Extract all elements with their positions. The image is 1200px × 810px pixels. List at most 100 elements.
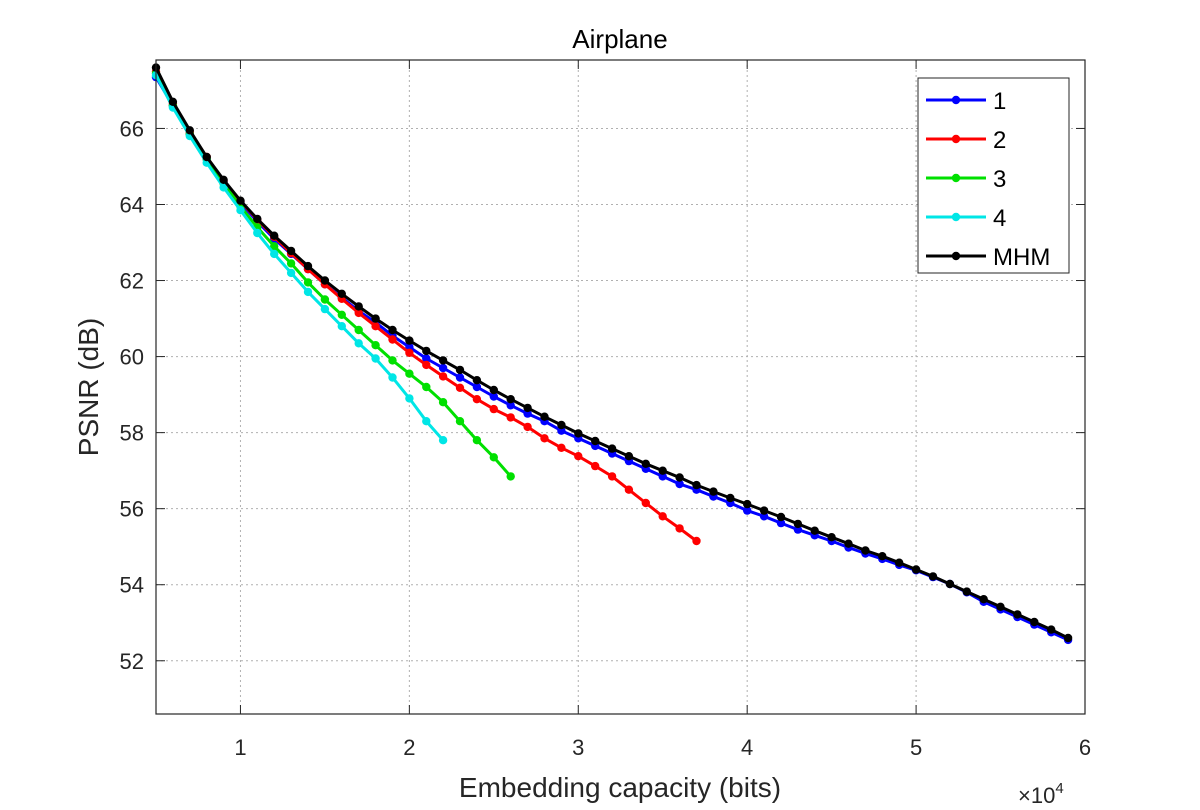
x-tick-label: 6 bbox=[1079, 735, 1091, 760]
y-tick-label: 52 bbox=[120, 649, 144, 674]
data-point-4 bbox=[371, 354, 380, 363]
data-point-mhm bbox=[692, 480, 701, 490]
data-point-mhm bbox=[911, 565, 921, 574]
x-tick-label: 1 bbox=[234, 735, 246, 760]
data-point-2 bbox=[405, 348, 414, 357]
data-point-2 bbox=[422, 360, 431, 370]
data-point-mhm bbox=[709, 487, 718, 496]
legend-swatch-marker bbox=[951, 251, 961, 261]
data-point-3 bbox=[422, 382, 431, 392]
y-axis-label: PSNR (dB) bbox=[73, 318, 104, 456]
x-axis-multiplier-exponent: 4 bbox=[1055, 780, 1063, 797]
legend-label: 1 bbox=[993, 88, 1006, 115]
data-point-mhm bbox=[928, 572, 938, 581]
data-point-mhm bbox=[236, 196, 245, 205]
data-point-3 bbox=[371, 341, 380, 350]
y-tick-label: 66 bbox=[120, 116, 144, 141]
data-point-mhm bbox=[489, 385, 498, 395]
data-point-1 bbox=[422, 354, 431, 363]
data-point-mhm bbox=[827, 533, 836, 542]
data-point-mhm bbox=[591, 436, 600, 446]
data-point-3 bbox=[303, 278, 313, 287]
data-point-2 bbox=[438, 372, 448, 381]
data-point-mhm bbox=[895, 558, 904, 567]
x-axis-multiplier: ×104 bbox=[1018, 780, 1064, 808]
data-point-2 bbox=[658, 512, 667, 521]
data-point-4 bbox=[388, 373, 397, 382]
data-point-mhm bbox=[253, 214, 262, 224]
data-point-mhm bbox=[388, 325, 397, 335]
data-point-2 bbox=[472, 395, 482, 404]
data-point-mhm bbox=[523, 403, 532, 413]
data-point-mhm bbox=[793, 519, 803, 529]
data-point-mhm bbox=[303, 261, 313, 271]
data-point-3 bbox=[337, 310, 346, 319]
data-point-4 bbox=[219, 183, 228, 192]
series-line-3 bbox=[154, 72, 512, 478]
data-point-3 bbox=[489, 453, 498, 462]
legend-item-4: 4 bbox=[926, 205, 1006, 232]
data-point-mhm bbox=[945, 579, 955, 589]
data-point-2 bbox=[455, 383, 465, 392]
data-point-4 bbox=[422, 417, 431, 426]
data-point-mhm bbox=[759, 506, 769, 515]
data-point-4 bbox=[354, 339, 363, 348]
data-point-4 bbox=[253, 228, 262, 238]
data-point-mhm bbox=[557, 420, 566, 430]
data-point-3 bbox=[388, 356, 397, 365]
series-mhm bbox=[151, 63, 1073, 643]
data-point-mhm bbox=[658, 466, 667, 475]
chart-title: Airplane bbox=[572, 24, 667, 54]
data-point-mhm bbox=[1047, 625, 1056, 634]
legend-swatch-marker bbox=[951, 134, 961, 144]
y-tick-label: 64 bbox=[120, 192, 144, 217]
data-point-mhm bbox=[641, 459, 650, 468]
data-point-mhm bbox=[472, 376, 482, 385]
legend-label: MHM bbox=[993, 244, 1050, 271]
data-point-mhm bbox=[168, 97, 178, 107]
data-point-3 bbox=[455, 417, 465, 426]
data-point-mhm bbox=[320, 276, 330, 285]
legend-label: 3 bbox=[993, 166, 1006, 193]
data-point-mhm bbox=[219, 175, 228, 184]
data-point-mhm bbox=[422, 346, 431, 356]
data-point-mhm bbox=[1013, 610, 1022, 619]
x-tick-label: 2 bbox=[403, 735, 415, 760]
data-point-4 bbox=[405, 394, 414, 403]
data-point-2 bbox=[540, 434, 549, 443]
data-point-2 bbox=[523, 422, 532, 432]
y-tick-label: 62 bbox=[120, 269, 144, 294]
data-point-4 bbox=[303, 287, 313, 297]
data-point-2 bbox=[388, 335, 397, 344]
data-point-mhm bbox=[540, 412, 549, 421]
data-point-mhm bbox=[810, 526, 819, 535]
data-point-1 bbox=[506, 401, 515, 410]
data-point-3 bbox=[320, 295, 330, 304]
x-tick-label: 5 bbox=[910, 735, 922, 760]
data-point-1 bbox=[743, 506, 752, 515]
data-point-4 bbox=[320, 304, 330, 314]
data-point-mhm bbox=[1030, 617, 1039, 627]
data-point-3 bbox=[286, 259, 296, 268]
data-point-4 bbox=[286, 268, 296, 278]
data-point-mhm bbox=[185, 126, 194, 135]
data-point-mhm bbox=[286, 246, 296, 256]
data-point-3 bbox=[506, 472, 515, 481]
data-point-3 bbox=[405, 369, 414, 378]
data-point-mhm bbox=[962, 587, 971, 596]
data-point-2 bbox=[371, 322, 380, 331]
x-axis-label: Embedding capacity (bits) bbox=[459, 772, 781, 803]
data-point-mhm bbox=[371, 314, 380, 323]
legend-label: 2 bbox=[993, 127, 1006, 154]
data-point-mhm bbox=[438, 356, 448, 365]
plot-series bbox=[151, 63, 1073, 645]
legend-swatch-marker bbox=[951, 95, 961, 105]
data-point-mhm bbox=[861, 546, 870, 555]
data-point-mhm bbox=[743, 499, 752, 509]
data-point-4 bbox=[270, 249, 279, 259]
data-point-mhm bbox=[455, 365, 465, 375]
data-point-4 bbox=[438, 436, 448, 445]
data-point-mhm bbox=[270, 231, 279, 240]
